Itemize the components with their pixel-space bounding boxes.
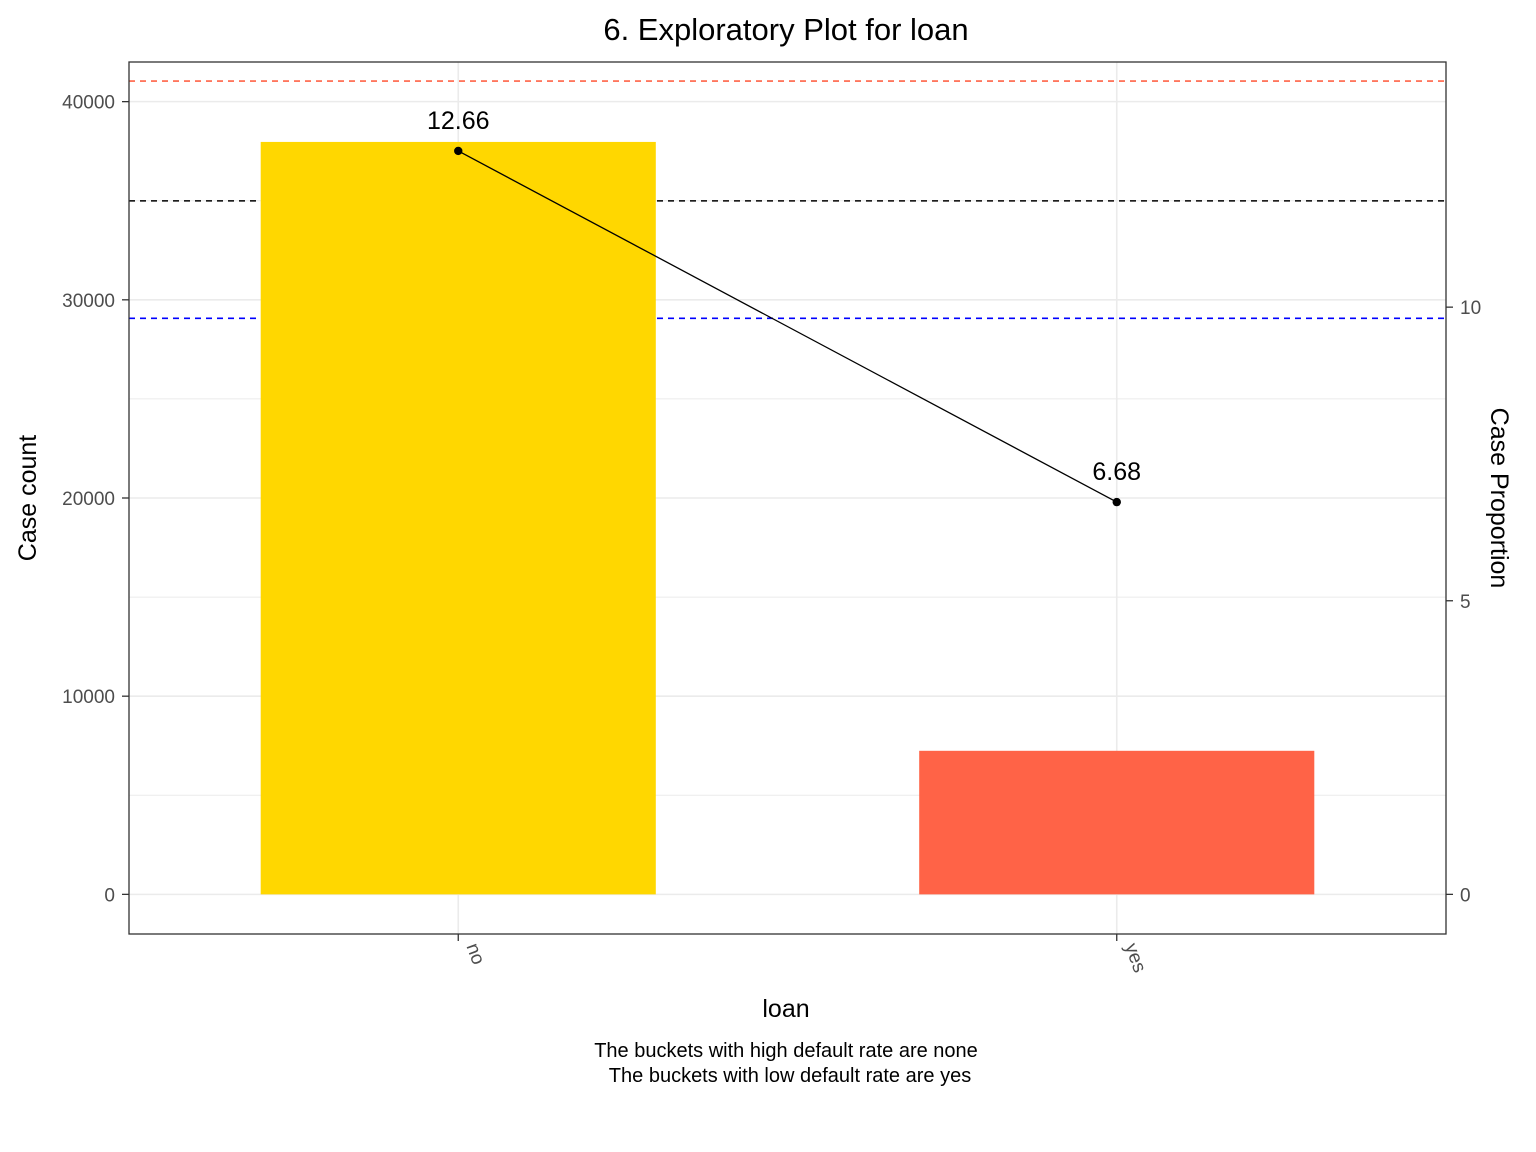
bar-no xyxy=(260,141,656,895)
proportion-point-yes xyxy=(1112,497,1121,507)
bar-yes xyxy=(919,750,1315,895)
proportion-line: 12.66 6.68 xyxy=(427,107,1141,507)
y-axis-title: Case count xyxy=(14,435,42,562)
data-label-yes: 6.68 xyxy=(1092,458,1141,486)
y2-tick-label: 5 xyxy=(1460,592,1471,613)
proportion-point-no xyxy=(454,146,463,156)
y-tick-label: 20000 xyxy=(62,489,115,510)
y-tick-label: 0 xyxy=(104,885,115,906)
x-tick-label-yes: yes xyxy=(1120,941,1150,976)
x-axis-title: loan xyxy=(762,995,809,1023)
y-tick-label: 30000 xyxy=(62,291,115,312)
chart-title: 6. Exploratory Plot for loan xyxy=(603,12,968,47)
x-tick-label-no: no xyxy=(462,941,489,968)
secondary-y-axis-title: Case Proportion xyxy=(1485,408,1513,589)
y-tick-label: 40000 xyxy=(62,93,115,114)
data-label-no: 12.66 xyxy=(427,107,490,135)
y2-tick-label: 10 xyxy=(1460,298,1481,319)
y-tick-label: 10000 xyxy=(62,687,115,708)
proportion-line-path xyxy=(457,150,1118,503)
y2-tick-label: 0 xyxy=(1460,885,1471,906)
bars xyxy=(260,141,1315,895)
caption-line-1: The buckets with high default rate are n… xyxy=(594,1040,978,1062)
caption-line-2: The buckets with low default rate are ye… xyxy=(609,1065,971,1087)
